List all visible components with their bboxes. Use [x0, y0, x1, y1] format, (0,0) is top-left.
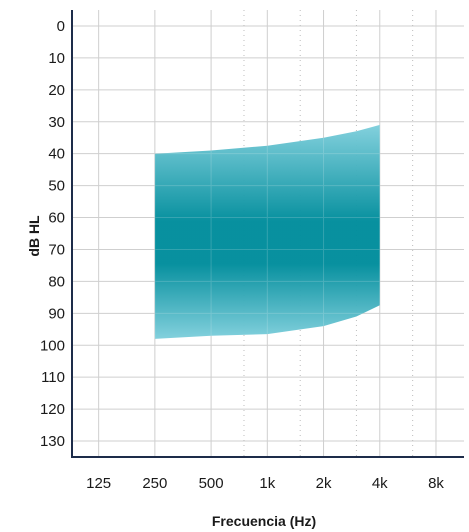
y-tick-label: 20: [48, 82, 65, 99]
x-tick-label: 2k: [316, 475, 332, 492]
y-tick-label: 50: [48, 178, 65, 195]
x-tick-label: 500: [199, 475, 224, 492]
y-tick-label: 60: [48, 210, 65, 227]
x-tick-labels: 125 250 500 1k 2k 4k 8k: [86, 475, 444, 492]
y-tick-label: 90: [48, 305, 65, 322]
y-tick-label: 40: [48, 146, 65, 163]
x-tick-label: 250: [142, 475, 167, 492]
x-tick-label: 125: [86, 475, 111, 492]
y-tick-label: 70: [48, 241, 65, 258]
y-axis-title: dB HL: [26, 215, 42, 257]
y-tick-label: 110: [41, 369, 65, 386]
y-tick-label: 0: [57, 18, 65, 35]
y-tick-label: 10: [48, 50, 65, 67]
y-tick-labels: 0 10 20 30 40 50 60 70 80 90 100 110 120 130: [40, 18, 65, 450]
y-tick-label: 80: [48, 273, 65, 290]
hearing-range-band: [72, 10, 464, 457]
x-axis-title: Frecuencia (Hz): [212, 513, 316, 529]
y-tick-label: 120: [40, 401, 65, 418]
y-tick-label: 30: [48, 114, 65, 131]
y-tick-label: 100: [40, 337, 65, 354]
y-tick-label: 130: [40, 433, 65, 450]
x-tick-label: 4k: [372, 475, 388, 492]
x-tick-label: 8k: [428, 475, 444, 492]
x-tick-label: 1k: [259, 475, 275, 492]
